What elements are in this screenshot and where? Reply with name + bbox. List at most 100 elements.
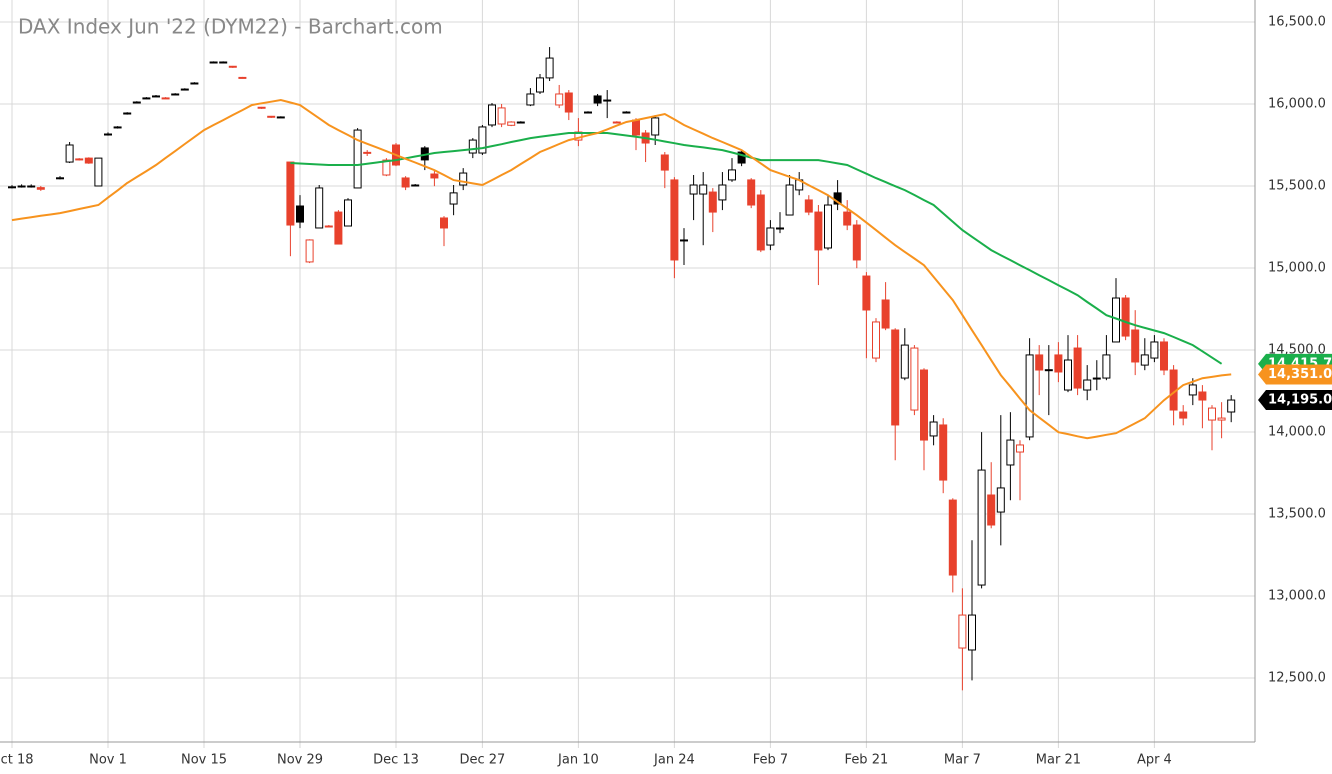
candle-body (699, 184, 708, 195)
x-tick-label: Nov 15 (181, 753, 227, 768)
candle-body (891, 329, 900, 426)
candle-body (1054, 354, 1063, 373)
price-badge-label: 14,195.0 (1268, 393, 1332, 408)
candle-body (449, 192, 458, 205)
x-tick-label: Nov 1 (89, 753, 127, 768)
candle-body (545, 57, 554, 79)
candle-body (622, 111, 631, 114)
candle-body (1073, 347, 1082, 389)
candle-body (756, 194, 765, 251)
candle-body (104, 133, 112, 136)
candle-body (411, 184, 420, 187)
candle-body (804, 199, 813, 213)
candle-body (900, 344, 909, 379)
y-tick-label: 13,500.0 (1268, 507, 1326, 522)
candle-body (430, 173, 439, 179)
candle-body (536, 77, 544, 93)
y-tick-label: 16,500.0 (1268, 14, 1326, 29)
candle-body (824, 204, 832, 249)
candle-body (238, 76, 247, 79)
moving-average (11, 98, 1232, 440)
x-tick-label: Mar 7 (944, 753, 981, 768)
candle-body (651, 117, 660, 136)
candle-body (257, 106, 266, 109)
candle-body (161, 97, 170, 100)
candle-body (814, 211, 823, 251)
candle-body (459, 172, 468, 186)
candle-body (881, 299, 890, 329)
x-tick-label: Dec 27 (459, 753, 505, 768)
candle-body (996, 487, 1005, 513)
candle-body (632, 119, 640, 136)
y-tick-label: 14,000.0 (1268, 425, 1326, 440)
y-tick-label: 16,000.0 (1268, 96, 1326, 111)
candle-body (728, 169, 736, 181)
x-tick-label: Nov 29 (277, 753, 323, 768)
x-tick-label: Jan 24 (653, 753, 695, 768)
candle-body (286, 161, 295, 226)
candle-body (468, 139, 477, 154)
x-tick-label: Jan 10 (557, 753, 599, 768)
candle-body (209, 61, 218, 64)
candle-body (1179, 411, 1188, 419)
candle-body (958, 614, 967, 649)
candle-body (171, 93, 180, 96)
candle-body (1006, 439, 1015, 466)
candle-body (94, 157, 103, 187)
candle-body (497, 107, 506, 125)
candle-body (353, 129, 362, 189)
candle-body (1102, 354, 1111, 379)
candle-body (766, 227, 775, 246)
candle-body (1016, 444, 1024, 453)
candle-body (872, 321, 880, 359)
candle-body (737, 151, 746, 164)
y-tick-label: 12,500.0 (1268, 671, 1326, 686)
y-tick-label: 14,500.0 (1268, 343, 1326, 358)
candle-body (1035, 354, 1044, 371)
candle-body (305, 239, 314, 263)
price-badge-label: 14,351.0 (1268, 367, 1332, 382)
candle-body (910, 347, 919, 411)
candle-body (344, 199, 352, 227)
candle-body (939, 424, 948, 481)
candle-body (36, 187, 45, 190)
candle-body (1188, 384, 1197, 396)
candle-body (1198, 391, 1207, 401)
candle-body (843, 211, 852, 226)
candle-body (1217, 417, 1226, 421)
candle-body (1025, 354, 1034, 438)
candle-body (507, 121, 516, 126)
candle-body (1083, 379, 1092, 391)
labels: 12,500.0 13,000.0 13,500.0 14,000.0 14,500.0… (0, 14, 1332, 768)
candle-body (75, 158, 84, 161)
candle-body (17, 185, 26, 188)
candle-body (1227, 399, 1236, 413)
price-badge (1258, 390, 1332, 411)
candle-body (123, 112, 132, 115)
candle-body (1160, 341, 1168, 371)
candle-body (84, 157, 93, 164)
candle-body (1092, 377, 1101, 380)
y-tick-label: 13,000.0 (1268, 589, 1326, 604)
candle-body (564, 92, 573, 113)
candle-body (440, 217, 448, 229)
candle-body (948, 499, 957, 576)
candle-body (65, 144, 74, 163)
candle-body (267, 115, 276, 118)
y-tick-label: 15,000.0 (1268, 260, 1326, 275)
candle-body (852, 224, 861, 261)
candle-body (987, 494, 996, 526)
candle-body (180, 88, 189, 91)
y-tick-label: 15,500.0 (1268, 178, 1326, 193)
marks (8, 47, 1236, 691)
candle-body (968, 614, 976, 651)
candle-body (478, 126, 487, 154)
candle-body (324, 225, 333, 228)
candle-body (56, 177, 64, 180)
candle-body (718, 184, 727, 201)
candle-body (1131, 329, 1140, 363)
candle-body (776, 227, 784, 230)
candle-body (747, 179, 756, 206)
